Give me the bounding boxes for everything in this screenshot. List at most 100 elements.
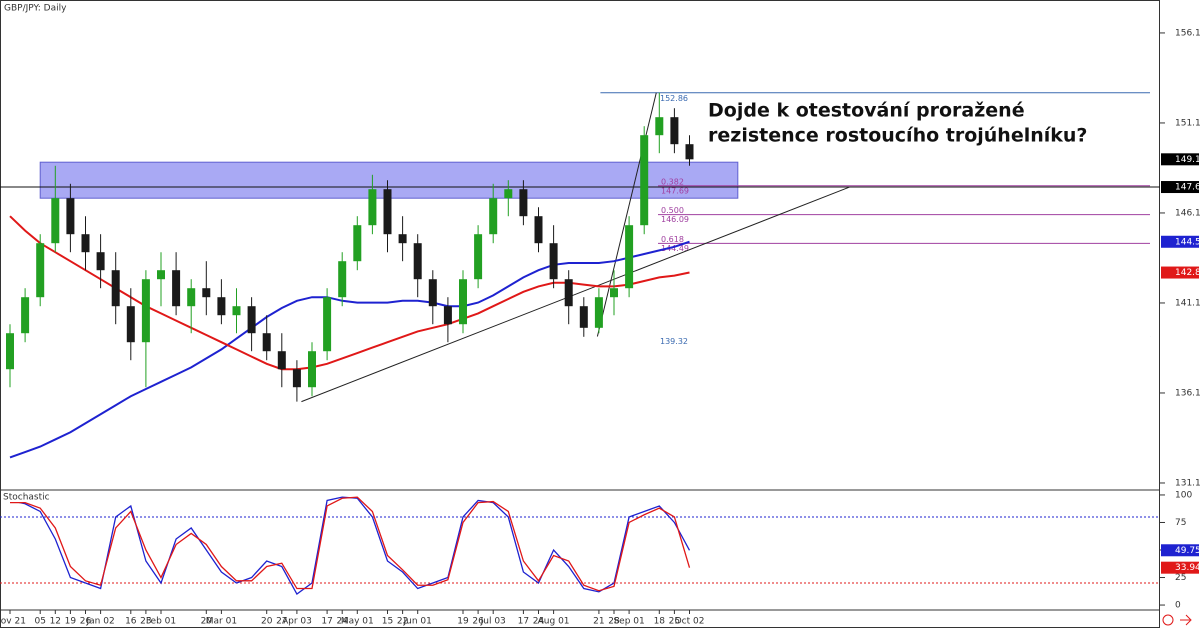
price-tag-label: 147.62 — [1175, 183, 1200, 193]
candle-body — [474, 234, 483, 280]
candle-body — [172, 270, 181, 307]
candle-body — [640, 135, 649, 226]
stoch-line — [9, 496, 691, 595]
fib-value: 146.09 — [661, 215, 689, 224]
x-tick-label: 17 — [518, 617, 529, 627]
x-tick-label: 17 — [321, 617, 332, 627]
price-tag — [1161, 153, 1199, 166]
candle-body — [96, 252, 105, 271]
x-tick-label: Jun 01 — [403, 617, 432, 627]
x-tick-label: 16 — [125, 617, 137, 627]
chart-title: GBP/JPY: Daily — [4, 4, 67, 14]
fib-ratio: 0.500 — [661, 206, 684, 215]
swing-label: 139.32 — [660, 337, 688, 346]
candle-body — [202, 288, 211, 298]
swing-label: 152.86 — [660, 94, 688, 103]
candle-body — [368, 189, 377, 226]
x-tick-label: 23 — [140, 617, 151, 627]
candle-body — [428, 279, 437, 307]
x-tick-label: Jan 02 — [86, 617, 115, 627]
moving-average — [9, 215, 690, 371]
candle-body — [670, 117, 679, 145]
candle-body — [443, 306, 452, 325]
panel-title: Stochastic — [3, 493, 50, 503]
x-tick-label: 18 — [654, 617, 666, 627]
candle-body — [323, 297, 332, 352]
candle-body — [519, 189, 528, 217]
x-tick-label: Jul 03 — [480, 617, 506, 627]
title-bg — [2, 2, 82, 14]
x-tick-label: Apr 03 — [282, 617, 312, 627]
x-tick-label: Sep 01 — [613, 617, 644, 627]
candle-body — [141, 279, 150, 343]
title-bg — [2, 491, 42, 502]
stoch-line — [10, 496, 691, 592]
x-tick-label: 24 — [336, 617, 348, 627]
candle-body — [6, 333, 14, 370]
candle-body — [51, 198, 60, 244]
candle-body — [126, 306, 135, 343]
price-tag-label: 144.58 — [1175, 237, 1200, 247]
candle-body — [187, 288, 196, 307]
x-tick-label: 22 — [397, 617, 408, 627]
candle-body — [579, 306, 588, 328]
value-tag — [1161, 544, 1199, 557]
candle-body — [111, 270, 120, 307]
price-tag — [1161, 235, 1199, 248]
x-tick-label: 26 — [472, 617, 484, 627]
x-tick-label: 26 — [80, 617, 92, 627]
candle-body — [549, 243, 558, 280]
x-tick-label: Oct 02 — [675, 617, 705, 627]
price-tag — [1161, 181, 1199, 194]
x-tick-label: 19 — [65, 617, 77, 627]
trendline — [596, 92, 657, 337]
candle-body — [308, 351, 316, 388]
x-tick-label: Mar 01 — [206, 617, 237, 627]
candle-body — [277, 351, 286, 370]
value-tag-label: 33.94 — [1175, 563, 1200, 573]
x-tick-label: 27 — [276, 617, 287, 627]
x-tick-label: Feb 01 — [146, 617, 176, 627]
candle-body — [655, 117, 664, 136]
annotation: Dojde k otestování proražené — [708, 100, 1025, 122]
price-tag — [1161, 266, 1199, 279]
candle-body — [262, 333, 271, 352]
x-tick-label: 12 — [50, 617, 61, 627]
candle-body — [21, 297, 30, 334]
x-tick-label: May 01 — [341, 617, 374, 627]
x-tick-label: 21 — [593, 617, 604, 627]
candle-body — [413, 243, 422, 280]
fib-ratio: 0.618 — [661, 235, 684, 244]
x-tick-label: 28 — [608, 617, 620, 627]
y-tick-label: 25 — [1175, 573, 1186, 583]
annotation: rezistence rostoucího trojúhelníku? — [708, 125, 1087, 147]
x-tick-label: 25 — [669, 617, 680, 627]
value-tag — [1161, 561, 1199, 574]
y-tick-label: 0 — [1175, 601, 1181, 611]
candle-body — [232, 306, 241, 316]
candle-body — [489, 198, 498, 235]
y-tick-label: 100 — [1175, 490, 1192, 500]
candle-body — [459, 279, 467, 325]
candle-body — [353, 225, 362, 262]
candle-body — [685, 144, 694, 160]
y-tick-label: 151.18 — [1175, 118, 1200, 128]
price-tag-label: 149.16 — [1175, 155, 1200, 165]
candle-body — [292, 369, 301, 388]
y-tick-label: 146.18 — [1175, 208, 1200, 218]
moving-average — [9, 240, 690, 459]
x-tick-label: Aug 01 — [538, 617, 570, 627]
y-tick-label: 156.18 — [1175, 28, 1200, 38]
x-tick-label: 24 — [533, 617, 545, 627]
x-tick-label: 20 — [201, 617, 213, 627]
x-tick-label: 15 — [382, 617, 393, 627]
candle-body — [36, 243, 45, 298]
candle-body — [81, 234, 90, 253]
x-tick-label: 19 — [457, 617, 469, 627]
candle-body — [610, 288, 618, 298]
scroll-icon[interactable] — [1180, 614, 1192, 626]
candle-body — [247, 306, 256, 334]
x-tick-label: Nov 21 — [0, 617, 26, 627]
settings-icon[interactable] — [1162, 614, 1174, 626]
